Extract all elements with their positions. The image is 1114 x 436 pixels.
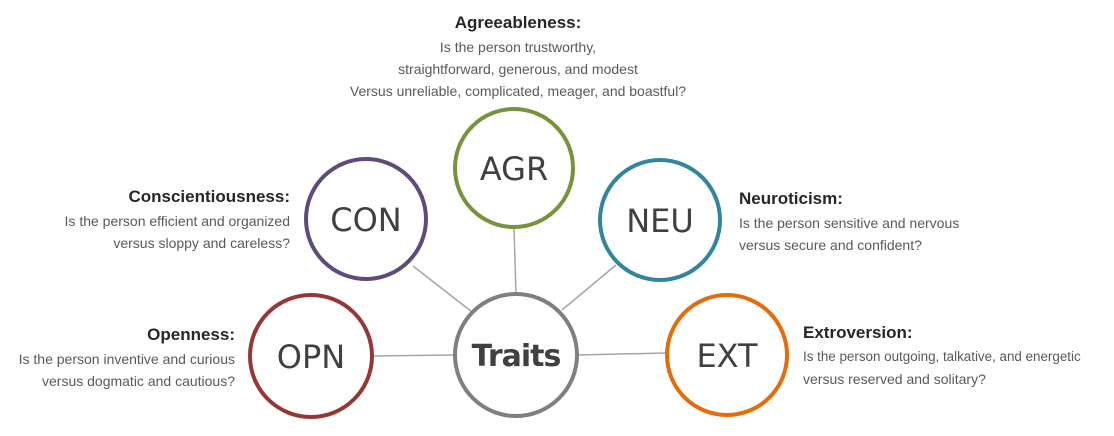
ext-line-2: versus reserved and solitary? bbox=[803, 371, 986, 387]
con-abbr: CON bbox=[330, 201, 401, 239]
trait-circle-agr: AGR bbox=[453, 107, 575, 229]
con-line-1: Is the person efficient and organized bbox=[64, 213, 290, 229]
agr-abbr: AGR bbox=[480, 150, 548, 188]
center-ring bbox=[453, 292, 579, 418]
ext-abbr: EXT bbox=[696, 337, 758, 375]
opn-ring bbox=[248, 293, 374, 419]
neu-ring bbox=[598, 158, 722, 282]
neu-description: Neuroticism: Is the person sensitive and… bbox=[739, 186, 1039, 256]
opn-description: Openness: Is the person inventive and cu… bbox=[0, 322, 235, 392]
con-ring bbox=[304, 157, 428, 281]
ext-line-1: Is the person outgoing, talkative, and e… bbox=[803, 349, 1081, 364]
ext-description: Extroversion: Is the person outgoing, ta… bbox=[803, 320, 1114, 390]
center-label: Traits bbox=[472, 339, 561, 374]
con-line-2: versus sloppy and careless? bbox=[113, 235, 290, 251]
neu-line-1: Is the person sensitive and nervous bbox=[739, 215, 960, 231]
opn-abbr: OPN bbox=[277, 338, 345, 376]
con-title: Conscientiousness: bbox=[128, 187, 290, 206]
connector-opn bbox=[372, 354, 455, 357]
agr-ring bbox=[453, 107, 575, 229]
agr-line-1: Is the person trustworthy, bbox=[439, 39, 597, 55]
ext-ring bbox=[665, 293, 789, 417]
trait-circle-opn: OPN bbox=[248, 293, 374, 419]
center-circle: Traits bbox=[453, 292, 579, 418]
opn-line-2: versus dogmatic and cautious? bbox=[42, 373, 235, 389]
con-description: Conscientiousness: Is the person efficie… bbox=[20, 184, 290, 254]
agr-line-3: Versus unreliable, complicated, meager, … bbox=[349, 83, 687, 99]
ext-title: Extroversion: bbox=[803, 323, 913, 342]
connector-con bbox=[412, 265, 473, 313]
agr-description: Agreeableness: Is the person trustworthy… bbox=[318, 10, 718, 102]
agr-title: Agreeableness: bbox=[454, 13, 582, 32]
connector-ext bbox=[577, 352, 667, 356]
opn-title: Openness: bbox=[147, 325, 235, 344]
connector-neu bbox=[561, 264, 617, 311]
neu-abbr: NEU bbox=[626, 202, 694, 240]
agr-line-2: straightforward, generous, and modest bbox=[398, 61, 638, 77]
neu-line-2: versus secure and confident? bbox=[739, 237, 922, 253]
opn-line-1: Is the person inventive and curious bbox=[18, 351, 235, 367]
trait-circle-neu: NEU bbox=[598, 158, 722, 282]
trait-circle-ext: EXT bbox=[665, 293, 789, 417]
connector-agr bbox=[513, 227, 517, 295]
neu-title: Neuroticism: bbox=[739, 189, 843, 208]
trait-circle-con: CON bbox=[304, 157, 428, 281]
